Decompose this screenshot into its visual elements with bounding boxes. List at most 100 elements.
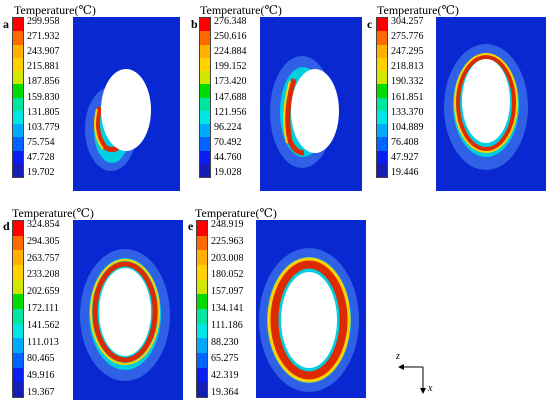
colorbar-swatch [13, 31, 23, 45]
tick-label: 19.028 [214, 167, 242, 178]
colorbar-swatch [13, 279, 23, 295]
colorbar-swatch [200, 150, 210, 164]
colorbar-swatch [200, 71, 210, 85]
tick-label: 172.111 [27, 303, 59, 314]
legend-title: Temperature(℃) [195, 206, 277, 220]
hot-arc [94, 106, 123, 153]
tick-label: 263.757 [27, 252, 60, 264]
hole [291, 69, 339, 153]
temperature-field [73, 220, 183, 400]
tick-label: 161.851 [391, 91, 424, 103]
tick-label: 159.830 [27, 91, 60, 103]
colorbar-swatch [197, 250, 207, 265]
colorbar-swatch [197, 264, 207, 280]
axis-label-x: x [428, 383, 433, 394]
colorbar-ticks: 276.348 250.616 224.884 199.152 173.420 … [214, 17, 260, 178]
hole [281, 272, 337, 368]
colorbar [199, 17, 211, 178]
tick-label: 202.659 [27, 286, 60, 298]
tick-label: 203.008 [211, 252, 244, 264]
tick-label: 141.562 [27, 319, 60, 331]
axis-arrows [398, 364, 426, 394]
tick-label: 225.963 [211, 235, 244, 247]
hole [101, 69, 151, 151]
colorbar-swatch [200, 84, 210, 98]
tick-label: 19.367 [27, 387, 55, 398]
tick-label: 215.881 [27, 61, 60, 73]
warm-ring [454, 53, 518, 153]
hot-ring [92, 261, 158, 363]
colorbar-swatch [377, 71, 387, 85]
tick-label: 187.856 [27, 76, 60, 88]
warm-arc [94, 108, 104, 150]
tick-label: 299.958 [27, 16, 60, 27]
tick-label: 111.013 [27, 336, 59, 348]
colorbar [12, 17, 24, 178]
warm-arc [283, 80, 291, 144]
tick-label: 19.446 [391, 167, 419, 178]
panel-letter: c [367, 17, 373, 31]
colorbar-swatch [13, 264, 23, 280]
tick-label: 134.141 [211, 303, 244, 314]
tick-label: 133.370 [391, 106, 424, 118]
tick-label: 275.776 [391, 31, 424, 43]
tick-label: 19.364 [211, 387, 239, 398]
colorbar-swatch [377, 18, 387, 32]
legend-title: Temperature(℃) [14, 3, 96, 17]
axis-label-z: z [396, 351, 400, 362]
colorbar-swatch [197, 323, 207, 339]
colorbar-swatch [200, 18, 210, 32]
legend-title: Temperature(℃) [200, 3, 282, 17]
temperature-field [256, 220, 366, 398]
colorbar-swatch [197, 308, 207, 324]
tick-label: 218.813 [391, 61, 424, 73]
tick-label: 294.305 [27, 235, 60, 247]
temperature-field [260, 17, 362, 191]
colorbar-swatch [13, 250, 23, 265]
colorbar-swatch [197, 338, 207, 353]
panel-letter: b [191, 17, 198, 31]
tick-label: 147.688 [214, 91, 247, 103]
colorbar-swatch [200, 31, 210, 45]
tick-label: 233.208 [27, 269, 60, 281]
tick-label: 42.319 [211, 370, 239, 382]
hole [99, 268, 151, 356]
tick-label: 88.230 [211, 336, 239, 348]
colorbar-swatch [200, 44, 210, 58]
colorbar-swatch [377, 97, 387, 111]
colorbar-swatch [200, 110, 210, 124]
tick-label: 304.257 [391, 16, 424, 27]
tick-label: 65.275 [211, 353, 239, 365]
tick-label: 199.152 [214, 61, 247, 73]
panel-letter: e [188, 219, 194, 233]
colorbar-swatch [377, 137, 387, 151]
legend-title: Temperature(℃) [377, 3, 459, 17]
colorbar-swatch [197, 352, 207, 368]
colorbar-swatch [13, 323, 23, 339]
colorbar-ticks: 324.854 294.305 263.757 233.208 202.659 … [27, 220, 73, 398]
tick-label: 19.702 [27, 167, 55, 178]
colorbar-swatch [377, 110, 387, 124]
colorbar-swatch [200, 163, 210, 177]
colorbar-swatch [200, 124, 210, 138]
hot-ring [456, 55, 516, 151]
tick-label: 76.408 [391, 136, 419, 148]
colorbar-swatch [13, 44, 23, 58]
tick-label: 248.919 [211, 219, 244, 230]
tick-label: 121.956 [214, 106, 247, 118]
tick-label: 104.889 [391, 121, 424, 133]
colorbar-swatch [13, 235, 23, 251]
hot-arc [285, 78, 305, 156]
colorbar-swatch [197, 279, 207, 295]
tick-label: 47.728 [27, 151, 55, 163]
tick-label: 47.927 [391, 151, 419, 163]
colorbar-swatch [13, 294, 23, 309]
tick-label: 70.492 [214, 136, 242, 148]
colorbar-swatch [200, 137, 210, 151]
tick-label: 173.420 [214, 76, 247, 88]
warm-ring [267, 257, 351, 383]
colorbar-swatch [197, 221, 207, 236]
colorbar-swatch [13, 71, 23, 85]
colorbar-swatch [13, 137, 23, 151]
colorbar-ticks: 248.919 225.963 203.008 180.052 157.097 … [211, 220, 257, 398]
